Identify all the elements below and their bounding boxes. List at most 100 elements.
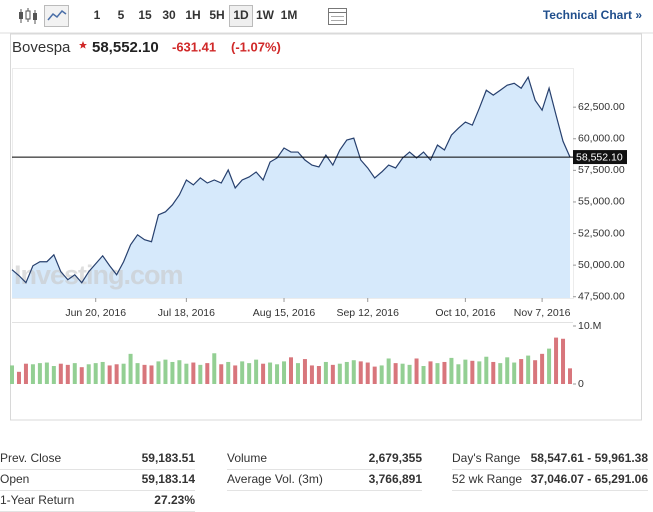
volume-bar — [414, 358, 419, 384]
candle-icon[interactable] — [19, 8, 37, 24]
stat-label: Day's Range — [452, 451, 521, 465]
volume-bar — [37, 363, 42, 384]
y-tick-label: 62,500.00 — [578, 101, 625, 113]
x-tick-label: Aug 15, 2016 — [253, 307, 316, 319]
volume-bar — [44, 362, 49, 384]
volume-bar — [163, 359, 168, 384]
volume-bar — [275, 364, 280, 384]
quote-change: -631.41 — [172, 39, 216, 54]
stat-value: 27.23% — [154, 493, 195, 507]
volume-bar — [344, 361, 349, 384]
stat-value: 58,547.61 - 59,961.38 — [531, 451, 649, 465]
volume-bar — [393, 363, 398, 384]
stat-value: 59,183.51 — [142, 451, 196, 465]
volume-bar — [372, 366, 377, 384]
volume-bar — [316, 366, 321, 384]
volume-bar — [435, 363, 440, 384]
volume-bar — [177, 360, 182, 384]
volume-bar — [533, 360, 538, 384]
interval-button[interactable]: 1 — [94, 8, 101, 22]
volume-bar — [484, 356, 489, 384]
interval-button[interactable]: 30 — [162, 8, 176, 22]
interval-selected[interactable] — [229, 5, 253, 27]
volume-bar — [128, 353, 133, 384]
volume-bar — [282, 361, 287, 384]
volume-bar — [428, 361, 433, 384]
volume-bar — [554, 337, 559, 384]
price-line — [11, 75, 571, 284]
interval-button[interactable]: 15 — [138, 8, 152, 22]
y-tick-label: 47,500.00 — [578, 291, 625, 303]
volume-bar — [442, 361, 447, 384]
volume-bar — [170, 361, 175, 384]
volume-bar — [512, 362, 517, 384]
technical-chart-link[interactable]: Technical Chart » — [543, 8, 642, 22]
volume-bar — [149, 365, 154, 384]
volume-bar — [547, 348, 552, 384]
last-price-label: 58,552.10 — [576, 151, 623, 163]
y-tick-label: 10.M — [578, 320, 601, 332]
volume-bar — [449, 357, 454, 384]
interval-button[interactable]: 5 — [118, 8, 125, 22]
volume-bar — [379, 365, 384, 384]
volume-bar — [505, 357, 510, 384]
volume-bar — [289, 357, 293, 384]
y-tick-label: 0 — [578, 378, 584, 390]
volume-bar — [247, 363, 252, 384]
stat-value: 59,183.14 — [142, 472, 196, 486]
stat-label: 1-Year Return — [0, 493, 74, 507]
volume-bar — [79, 367, 84, 384]
quote-name: Bovespa — [12, 39, 71, 56]
volume-bar — [142, 364, 147, 384]
volume-bar — [295, 363, 300, 384]
interval-button[interactable]: 5H — [209, 8, 224, 22]
volume-bar — [93, 363, 98, 384]
stat-label: Prev. Close — [0, 451, 61, 465]
volume-bar — [72, 363, 77, 384]
volume-bar — [100, 361, 105, 384]
table-icon[interactable] — [328, 8, 347, 25]
interval-button[interactable]: 1H — [185, 8, 200, 22]
volume-bar — [463, 359, 468, 384]
volume-bar — [400, 363, 405, 384]
volume-bar — [526, 355, 531, 384]
volume-bar — [254, 359, 259, 384]
volume-bar — [114, 364, 119, 384]
interval-button[interactable]: 1W — [256, 8, 275, 22]
interval-button[interactable]: 1D — [233, 8, 249, 22]
x-tick-label: Nov 7, 2016 — [514, 307, 571, 319]
area-fill — [12, 77, 570, 298]
quote-change-pct: (-1.07%) — [231, 39, 281, 54]
volume-bar — [233, 365, 238, 384]
y-tick-label: 52,500.00 — [578, 227, 625, 239]
volume-bar — [198, 364, 203, 384]
y-tick-label: 50,000.00 — [578, 259, 625, 271]
volume-bar — [365, 362, 370, 384]
volume-bar — [323, 361, 328, 384]
volume-bar — [337, 363, 342, 384]
quote-price: 58,552.10 — [92, 39, 159, 56]
volume-bar — [16, 371, 21, 384]
volume-bar — [519, 359, 524, 384]
plot-border — [12, 68, 574, 299]
volume-bar — [540, 353, 545, 384]
stat-label: 52 wk Range — [452, 472, 522, 486]
stat-value: 3,766,891 — [369, 472, 423, 486]
volume-bar — [302, 359, 307, 384]
volume-bar — [212, 353, 217, 384]
area-icon[interactable] — [44, 5, 69, 27]
x-tick-label: Sep 12, 2016 — [336, 307, 399, 319]
status-star — [79, 41, 87, 49]
stat-label: Average Vol. (3m) — [227, 472, 323, 486]
volume-bar — [330, 364, 335, 384]
volume-bar — [58, 363, 63, 384]
stat-label: Volume — [227, 451, 267, 465]
volume-bar — [407, 364, 412, 384]
volume-bar — [107, 365, 112, 384]
volume-bar — [30, 364, 35, 384]
interval-button[interactable]: 1M — [281, 8, 298, 22]
volume-bar — [135, 363, 140, 384]
last-price-tag — [573, 150, 627, 165]
volume-bar — [456, 364, 461, 384]
